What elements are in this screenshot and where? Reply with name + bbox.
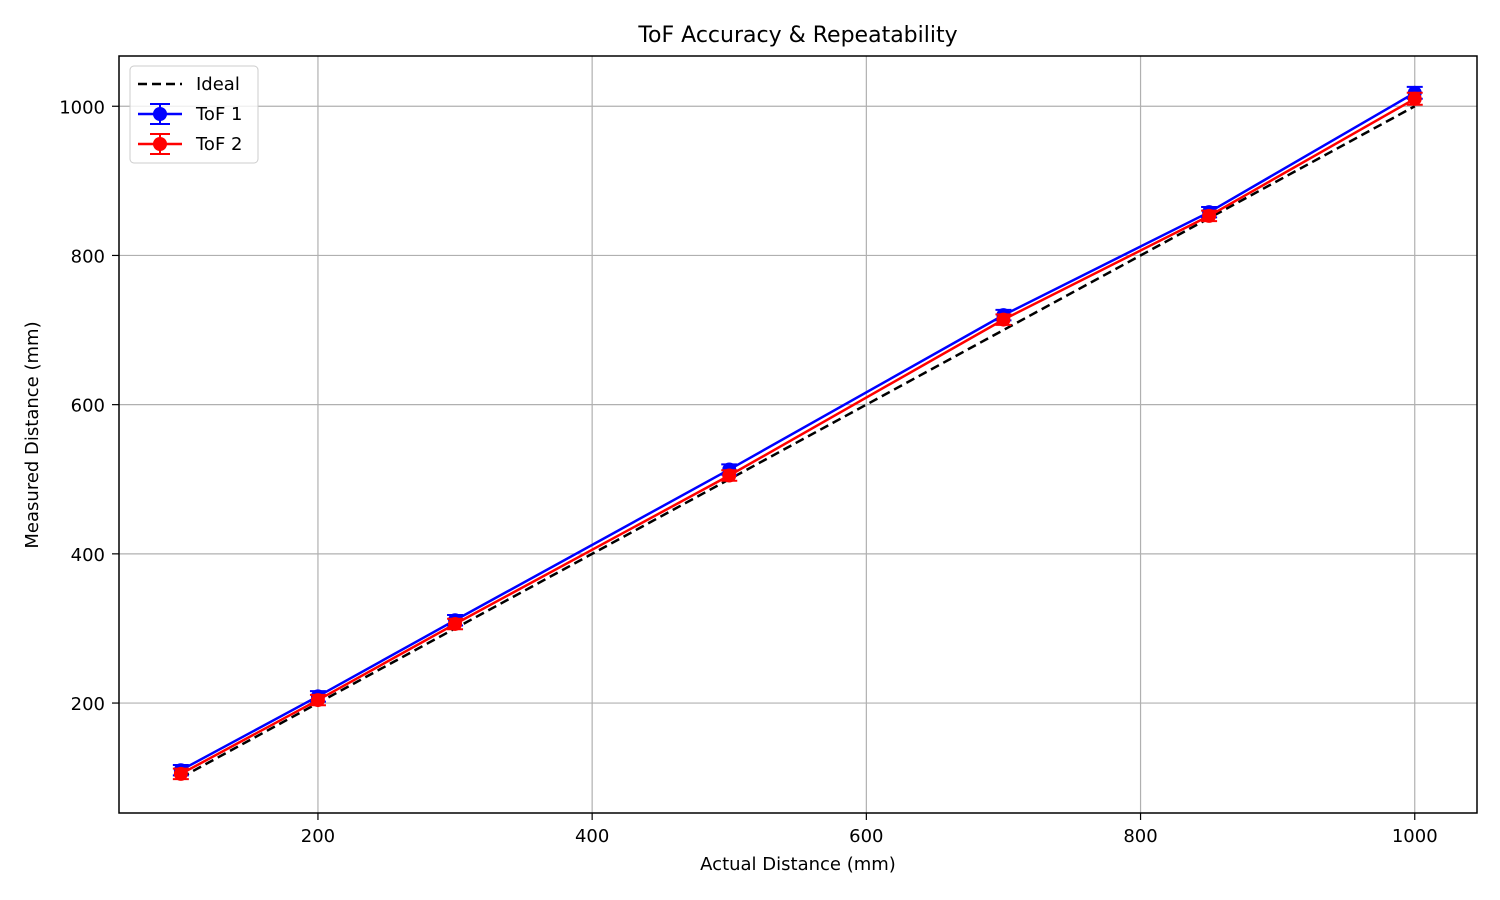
data-point	[1202, 208, 1217, 223]
x-tick-label: 200	[301, 826, 335, 847]
x-tick-label: 1000	[1392, 826, 1438, 847]
y-axis-ticks: 200 400 600 800 1000	[59, 97, 119, 715]
legend-tof2-marker-icon	[138, 133, 182, 155]
legend: Ideal ToF 1 ToF 2	[129, 65, 259, 164]
grid-lines	[119, 56, 1477, 813]
x-axis-label: Actual Distance (mm)	[700, 854, 896, 875]
y-tick-label: 200	[71, 694, 105, 715]
x-tick-label: 600	[849, 826, 883, 847]
axes-frame	[118, 55, 1478, 814]
data-point	[310, 693, 325, 708]
x-tick-label: 800	[1123, 826, 1157, 847]
series-ideal	[180, 105, 1416, 779]
y-axis-label: Measured Distance (mm)	[22, 321, 43, 548]
data-point	[996, 312, 1011, 327]
y-tick-label: 600	[71, 396, 105, 417]
data-point	[1407, 91, 1422, 106]
series-tof-2	[172, 91, 1423, 781]
chart-title: ToF Accuracy & Repeatability	[637, 23, 957, 48]
x-axis-ticks: 200 400 600 800 1000	[301, 813, 1438, 847]
legend-tof1-marker-icon	[138, 103, 182, 125]
legend-label-tof1: ToF 1	[195, 104, 242, 125]
y-tick-label: 400	[71, 545, 105, 566]
data-point	[448, 616, 463, 631]
data-series	[172, 85, 1423, 781]
data-point	[722, 468, 737, 483]
legend-label-ideal: Ideal	[196, 74, 240, 95]
series-tof-1	[172, 85, 1423, 778]
data-point	[173, 766, 188, 781]
y-tick-label: 1000	[59, 97, 105, 118]
y-tick-label: 800	[71, 246, 105, 267]
x-tick-label: 400	[575, 826, 609, 847]
legend-label-tof2: ToF 2	[195, 134, 242, 155]
